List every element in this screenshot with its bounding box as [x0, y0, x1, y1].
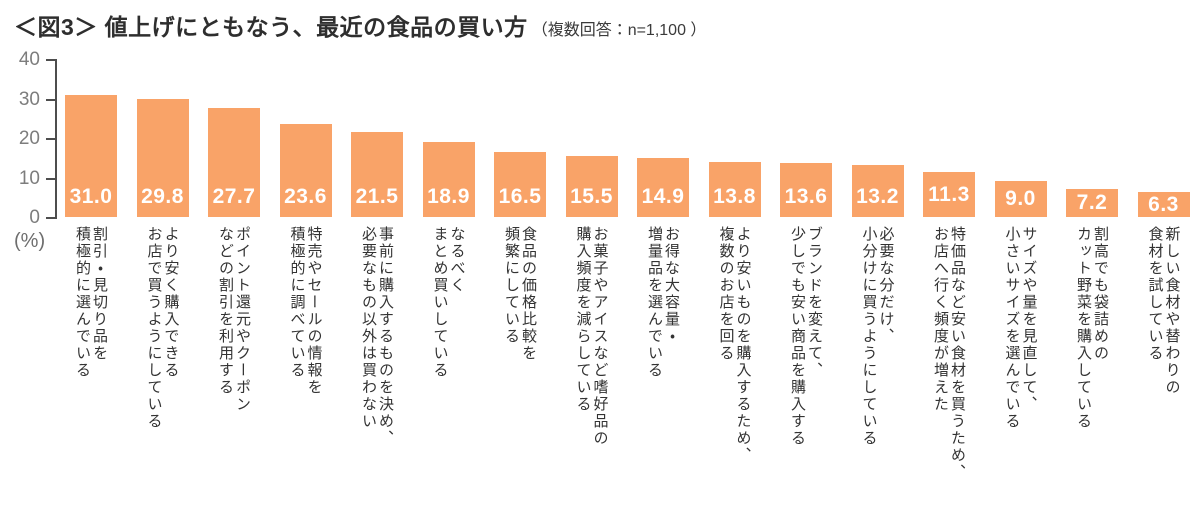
- bar: 14.9: [637, 158, 689, 217]
- bar-category-label: ポイント還元やクーポン などの割引を利用する: [217, 226, 251, 413]
- bar: 9.0: [994, 181, 1047, 217]
- bar: 29.8: [136, 99, 189, 217]
- bar: 23.6: [279, 123, 332, 217]
- bar-category-label: 食品の価格比較を 頻繁にしている: [503, 226, 537, 362]
- bar: 27.7: [208, 107, 260, 217]
- bar-value: 7.2: [1076, 190, 1108, 214]
- y-tick-label: 30: [18, 88, 40, 110]
- bar: 13.8: [708, 162, 761, 217]
- figure-title: ＜図3＞ 値上げにともなう、最近の食品の買い方: [14, 14, 528, 40]
- bar-category-label: お菓子やアイスなど嗜好品の 購入頻度を減らしている: [574, 226, 609, 447]
- y-tick: [46, 98, 56, 101]
- y-tick-label: 0: [29, 207, 40, 228]
- bar: 16.5: [494, 151, 546, 217]
- bar-category-label: 事前に購入するものを決め、 必要なもの以外は買わない: [360, 226, 394, 447]
- bar-category-label: ブランドを変えて、 少しでも安い商品を購入する: [789, 226, 823, 447]
- bar-category-label: 新しい食材や替わりの 食材を試している: [1146, 226, 1181, 396]
- bar: 6.3: [1137, 192, 1190, 217]
- bar-value: 11.3: [928, 182, 970, 206]
- y-tick-label: 20: [18, 128, 40, 149]
- bar-value: 14.9: [641, 184, 685, 208]
- bar: 31.0: [65, 94, 117, 217]
- y-tick: [46, 177, 56, 180]
- bar-category-label: より安いものを購入するため、 複数のお店を回る: [717, 226, 752, 464]
- bar-category-label: 割引・見切り品を 積極的に選んでいる: [74, 226, 108, 379]
- figure-note: （複数回答：n=1,100 ）: [531, 22, 707, 39]
- bar: 15.5: [565, 155, 618, 217]
- bar-value: 27.7: [212, 184, 256, 208]
- bar-category-label: 必要な分だけ、 小分けに買うようにしている: [860, 226, 895, 447]
- bar-value: 13.2: [856, 184, 899, 208]
- y-tick-label: 10: [18, 167, 40, 189]
- figure-header: ＜図3＞ 値上げにともなう、最近の食品の買い方 （複数回答：n=1,100 ）: [14, 8, 706, 42]
- bar-category-label: 割高でも袋詰めの カット野菜を購入している: [1075, 226, 1109, 430]
- bar-value: 23.6: [284, 184, 327, 208]
- bar: 18.9: [422, 142, 475, 217]
- bar-category-label: お得な大容量・ 増量品を選んでいる: [646, 226, 680, 379]
- bar: 7.2: [1066, 188, 1118, 217]
- y-axis-line: [55, 59, 57, 219]
- bar-value: 9.0: [1005, 187, 1036, 211]
- bar: 13.2: [851, 164, 904, 217]
- bar-value: 31.0: [69, 184, 113, 208]
- bar-value: 18.9: [427, 184, 470, 208]
- bar-value: 13.8: [713, 184, 756, 208]
- bar: 11.3: [923, 172, 975, 217]
- bar: 13.6: [780, 163, 832, 217]
- bar-value: 29.8: [141, 184, 184, 208]
- bar-value: 13.6: [784, 184, 828, 208]
- bar-category-label: サイズや量を見直して、 小さいサイズを選んでいる: [1003, 226, 1038, 430]
- bar-value: 15.5: [570, 184, 613, 208]
- bar-category-label: 特売やセールの情報を 積極的に調べている: [288, 226, 323, 396]
- bar-category-label: 特価品など安い食材を買うため、 お店へ行く頻度が増えた: [932, 226, 966, 481]
- y-tick: [46, 59, 56, 61]
- bar-value: 16.5: [498, 184, 542, 208]
- bar-value: 21.5: [355, 184, 399, 208]
- y-tick: [46, 138, 56, 140]
- y-tick-label: 40: [18, 49, 40, 70]
- bar-value: 6.3: [1148, 192, 1179, 216]
- y-tick: [46, 217, 56, 219]
- bar-category-label: なるべく まとめ買いしている: [431, 226, 466, 379]
- bar-category-label: より安く購入できる お店で買うようにしている: [145, 226, 180, 430]
- y-axis-unit-label: (%): [14, 230, 46, 252]
- bar: 21.5: [351, 132, 403, 217]
